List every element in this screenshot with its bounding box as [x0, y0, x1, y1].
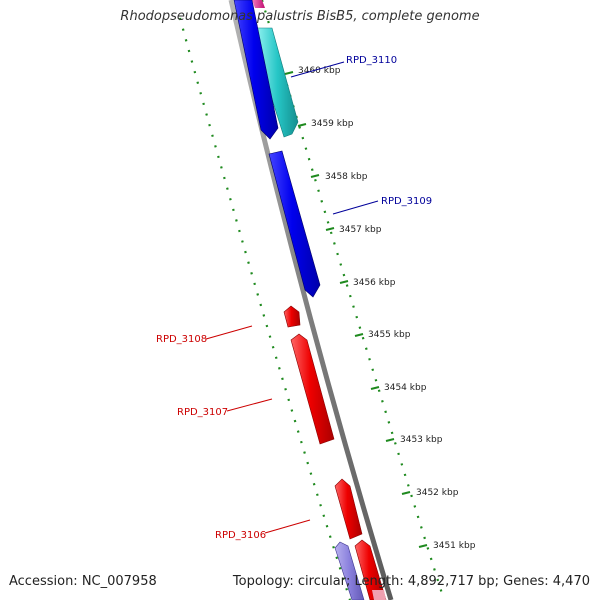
scale-tick-label: 3455 kbp [368, 330, 411, 340]
scale-tick-mark [325, 227, 335, 231]
scale-tick-label: 3458 kbp [325, 172, 368, 182]
map-title: Rhodopseudomonas palustris BisB5, comple… [120, 9, 480, 24]
scale-tick-mark [284, 71, 294, 75]
gene-feature-pink-corner[interactable] [372, 590, 386, 600]
gene-labels: RPD_3110 RPD_3109 RPD_3108 RPD_3107 RPD_… [156, 55, 432, 541]
gene-feature-red-lower[interactable] [354, 539, 387, 601]
scale-tick-mark [370, 386, 380, 390]
gene-label-rpd3108[interactable]: RPD_3108 [156, 334, 207, 345]
scale-tick-label: 3453 kbp [400, 435, 443, 445]
scale-tick-label: 3454 kbp [384, 383, 427, 393]
scale-tick-mark [385, 438, 395, 442]
gene-feature-partial-pink[interactable] [252, 0, 265, 8]
scale-tick-mark [310, 174, 320, 178]
gene-feature-blue-upper[interactable] [233, 0, 279, 140]
scale-tick-label: 3459 kbp [311, 119, 354, 129]
scale-tick-mark [418, 544, 428, 548]
gene-feature-rpd3106[interactable] [334, 478, 363, 540]
gene-label-leader [264, 519, 311, 534]
scale-tick-mark [339, 280, 349, 284]
gene-label-leader [332, 200, 379, 215]
scale-tick-label: 3456 kbp [353, 278, 396, 288]
gene-feature-lavender-lower[interactable] [334, 541, 365, 601]
gene-label-rpd3110[interactable]: RPD_3110 [346, 55, 397, 66]
gene-label-rpd3109[interactable]: RPD_3109 [381, 196, 432, 207]
scale-tick-label: 3452 kbp [416, 488, 459, 498]
gene-feature-rpd3109[interactable] [268, 150, 321, 298]
scale-tick-mark [297, 123, 307, 127]
gene-feature-rpd3107[interactable] [290, 333, 335, 445]
scale-tick-mark [354, 333, 364, 337]
gene-feature-rpd3108[interactable] [283, 305, 301, 328]
scale-tick-label: 3460 kbp [298, 66, 341, 76]
gene-label-rpd3107[interactable]: RPD_3107 [177, 407, 228, 418]
gene-label-leader [226, 398, 273, 412]
gene-label-rpd3106[interactable]: RPD_3106 [215, 530, 266, 541]
scale-ticks: 3460 kbp 3459 kbp 3458 kbp 3457 kbp 3456… [284, 66, 476, 551]
gene-label-leader [290, 61, 345, 78]
scale-tick-label: 3451 kbp [433, 541, 476, 551]
genome-summary-label: Topology: circular; Length: 4,892,717 bp… [232, 574, 590, 589]
scale-ring-inner [178, 17, 352, 601]
scale-tick-mark [401, 491, 411, 495]
genome-backbone [228, 0, 394, 601]
gene-label-leader [205, 325, 253, 340]
accession-label: Accession: NC_007958 [9, 574, 157, 589]
scale-tick-label: 3457 kbp [339, 225, 382, 235]
